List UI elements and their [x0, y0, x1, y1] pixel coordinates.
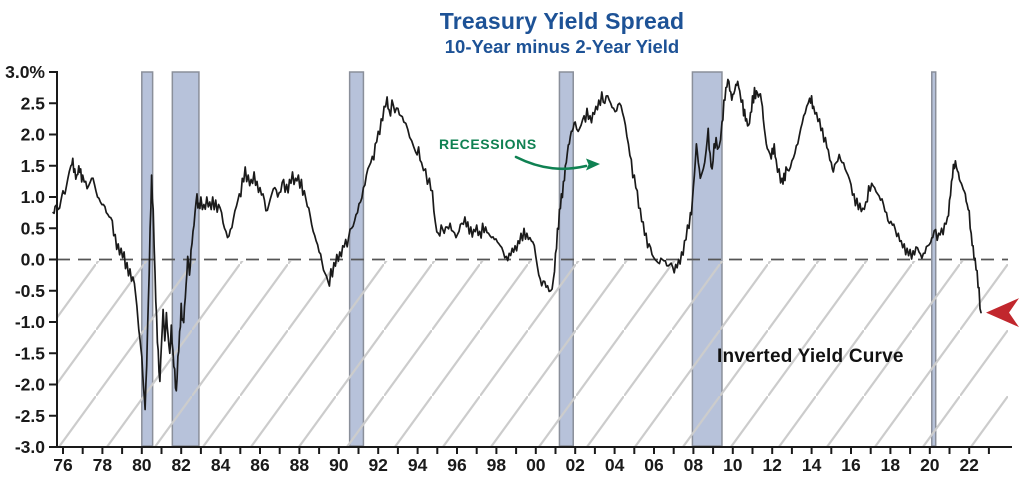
- x-tick-label: 02: [565, 455, 585, 475]
- x-tick-label: 16: [841, 455, 861, 475]
- y-tick-label: 1.5: [21, 156, 46, 176]
- y-tick-label: 1.0: [21, 187, 46, 207]
- x-tick-label: 06: [644, 455, 664, 475]
- y-tick-label: -3.0: [15, 437, 45, 457]
- y-tick-label: 3.0%: [5, 62, 45, 82]
- y-tick-label: 2.5: [21, 93, 46, 113]
- spread-line: [52, 78, 982, 411]
- recessions-annotation: RECESSIONS: [439, 136, 537, 152]
- y-tick-label: -1.5: [15, 343, 45, 363]
- inverted-region-hatch: [57, 261, 1008, 446]
- x-tick-label: 10: [723, 455, 743, 475]
- x-tick-label: 82: [171, 455, 191, 475]
- chart-title: Treasury Yield Spread: [439, 8, 685, 34]
- recessions-arrow: [514, 155, 600, 171]
- chart-subtitle: 10-Year minus 2-Year Yield: [444, 36, 680, 57]
- x-tick-label: 80: [132, 455, 152, 475]
- y-tick-label: -2.0: [15, 375, 45, 395]
- x-tick-label: 00: [526, 455, 546, 475]
- recessions-arrow-head: [586, 158, 600, 171]
- x-tick-label: 76: [53, 455, 73, 475]
- latest-value-arrow: [986, 298, 1020, 328]
- y-tick-label: 0.5: [21, 218, 46, 238]
- x-tick-label: 94: [408, 455, 428, 475]
- y-tick-label: -1.0: [15, 312, 45, 332]
- y-tick-label: -2.5: [15, 406, 45, 426]
- x-tick-label: 20: [920, 455, 940, 475]
- x-tick-label: 14: [802, 455, 822, 475]
- inverted-yield-curve-annotation: Inverted Yield Curve: [717, 346, 904, 367]
- x-tick-label: 18: [881, 455, 901, 475]
- x-tick-label: 12: [762, 455, 782, 475]
- x-tick-label: 86: [250, 455, 270, 475]
- x-tick-label: 98: [487, 455, 507, 475]
- x-tick-label: 22: [959, 455, 979, 475]
- x-tick-label: 88: [290, 455, 310, 475]
- x-tick-label: 96: [447, 455, 467, 475]
- x-tick-label: 78: [93, 455, 113, 475]
- y-tick-label: 0.0: [21, 250, 46, 270]
- y-tick-label: -0.5: [15, 281, 45, 301]
- x-tick-label: 92: [368, 455, 388, 475]
- y-axis: 3.0% 2.5 2.0 1.5 1.0 0.5 0.0 -0.5 -1.0 -1.5 -2.0 -2…: [5, 62, 57, 457]
- x-tick-label: 90: [329, 455, 349, 475]
- y-tick-label: 2.0: [21, 125, 46, 145]
- x-axis: 76 78 80 82 84 86 88 90 92 94 96 98 00 02 04 06 08 10 12 14…: [53, 447, 990, 475]
- recessions-arrow-shaft: [514, 155, 588, 171]
- x-tick-label: 84: [211, 455, 231, 475]
- x-tick-label: 04: [605, 455, 625, 475]
- x-tick-label: 08: [684, 455, 704, 475]
